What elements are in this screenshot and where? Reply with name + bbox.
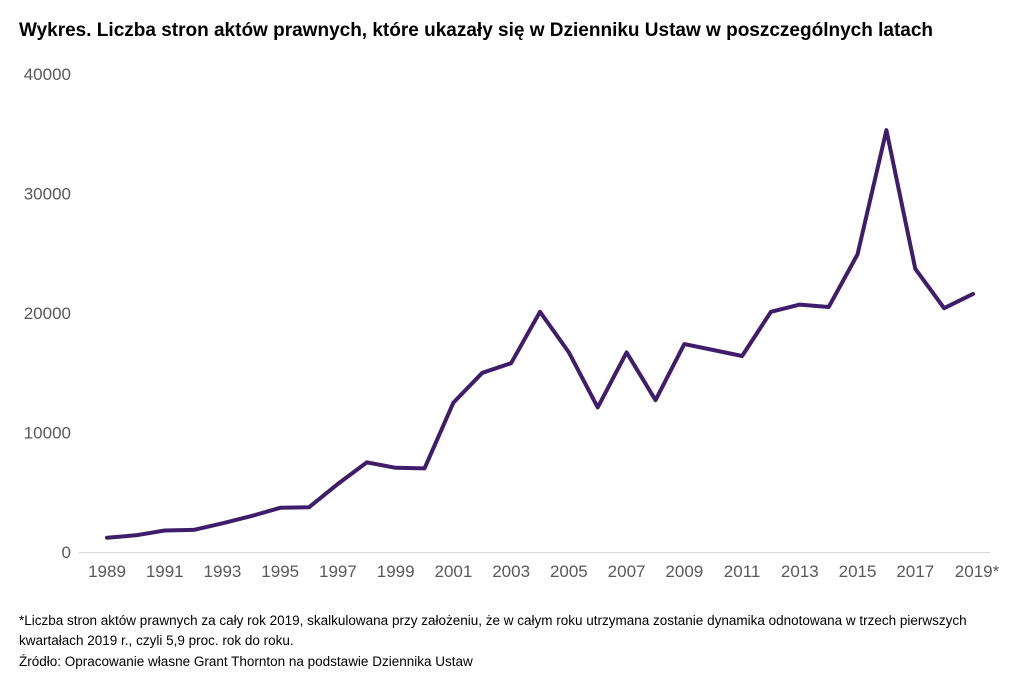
x-axis: 1989 1991 1993 1995 1997 1999 2001 2003 2005 2007…: [79, 552, 1000, 581]
x-tick-label: 2005: [550, 562, 588, 581]
y-axis: 0 10000 20000 30000 40000: [24, 65, 71, 562]
x-tick-label: 2007: [608, 562, 646, 581]
x-tick-label: 2017: [896, 562, 934, 581]
x-tick-label: 2003: [492, 562, 530, 581]
x-tick-label: 1991: [146, 562, 184, 581]
y-tick-label: 40000: [24, 65, 71, 84]
x-tick-label: 1995: [261, 562, 299, 581]
x-tick-label: 1989: [88, 562, 126, 581]
x-tick-label: 2019*: [955, 562, 1000, 581]
footnote-asterisk: *Liczba stron aktów prawnych za cały rok…: [19, 613, 967, 648]
x-tick-label: 1999: [377, 562, 415, 581]
x-tick-label: 2009: [665, 562, 703, 581]
x-tick-label: 1993: [204, 562, 242, 581]
chart-title: Wykres. Liczba stron aktów prawnych, któ…: [19, 20, 934, 41]
x-tick-label: 2013: [781, 562, 819, 581]
series-layer: [105, 128, 975, 540]
x-tick-label: 2011: [724, 562, 761, 581]
footnote-source: Źródło: Opracowanie własne Grant Thornto…: [19, 654, 473, 669]
y-tick-label: 0: [62, 543, 71, 562]
x-tick-label: 2001: [434, 562, 472, 581]
y-tick-label: 10000: [24, 424, 71, 443]
x-tick-label: 1997: [319, 562, 357, 581]
x-tick-label: 2015: [839, 562, 877, 581]
y-tick-label: 20000: [24, 304, 71, 323]
y-tick-label: 30000: [24, 185, 71, 204]
series-line: [105, 128, 975, 540]
